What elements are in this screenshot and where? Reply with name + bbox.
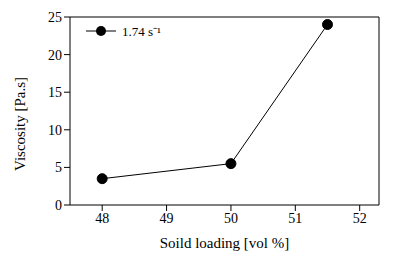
svg-text:0: 0 [55,198,62,213]
svg-text:15: 15 [48,85,62,100]
svg-text:48: 48 [95,211,109,226]
svg-text:50: 50 [224,211,238,226]
svg-text:25: 25 [48,10,62,25]
html-text:1.74 s⁻¹: 1.74 s⁻¹ [122,24,161,39]
svg-text:20: 20 [48,48,62,63]
svg-text:49: 49 [160,211,174,226]
svg-text:52: 52 [353,211,367,226]
svg-text:Viscosity [Pa.s]: Viscosity [Pa.s] [12,77,28,171]
svg-text:10: 10 [48,123,62,138]
svg-text:5: 5 [55,160,62,175]
svg-text:51: 51 [288,211,302,226]
svg-text:Soild loading [vol %]: Soild loading [vol %] [160,235,290,251]
